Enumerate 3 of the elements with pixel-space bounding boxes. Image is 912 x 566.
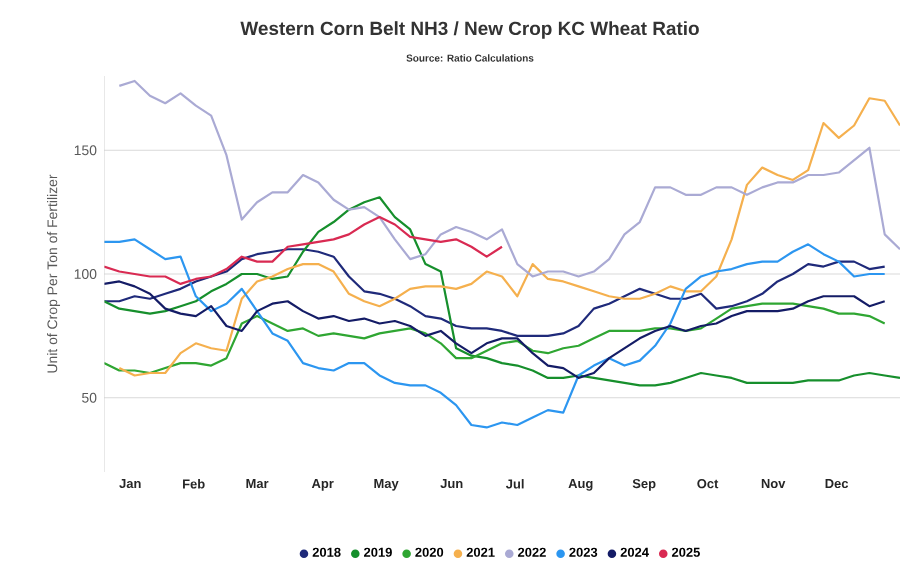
- chart-title: Western Corn Belt NH3 / New Crop KC Wheat Ratio: [240, 21, 699, 39]
- line-series: [104, 238, 886, 429]
- line-series: [118, 97, 901, 377]
